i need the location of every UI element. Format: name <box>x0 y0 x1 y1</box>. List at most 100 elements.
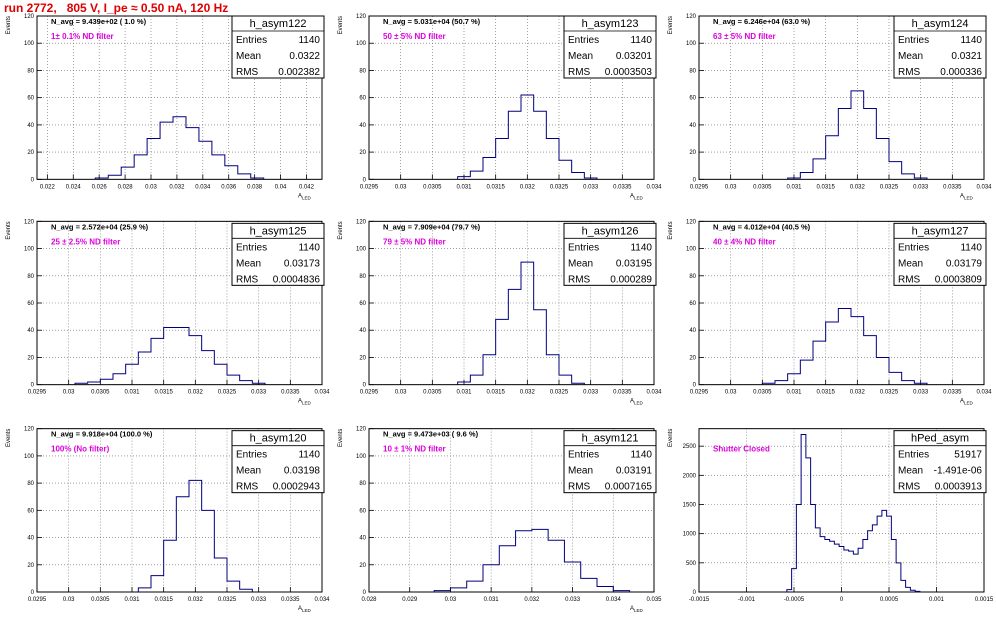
x-tick-label: 0.034 <box>646 184 662 190</box>
stats-value: 1140 <box>630 35 652 46</box>
stats-box: h_asym125 Entries 1140 Mean 0.03173 RMS 0.0004… <box>231 222 325 286</box>
y-tick-label: 0 <box>693 590 697 596</box>
y-tick-label: 80 <box>359 68 366 74</box>
filter-annotation: 10 ± 1% ND filter <box>383 445 446 454</box>
y-tick-label: 0 <box>31 177 35 183</box>
page-title: run 2772, 805 V, I_pe ≈ 0.50 nA, 120 Hz <box>4 1 229 15</box>
stats-box-title: h_asym121 <box>582 433 639 445</box>
stats-label: RMS <box>568 67 591 78</box>
stats-box: h_asym123 Entries 1140 Mean 0.03201 RMS 0.0003… <box>563 15 657 79</box>
x-tick-label: 0.028 <box>361 597 377 603</box>
y-tick-label: 100 <box>356 454 367 460</box>
x-tick-label: 0.034 <box>646 390 662 396</box>
stats-label: Entries <box>898 242 929 253</box>
x-tick-label: 0.033 <box>913 184 929 190</box>
stats-label: RMS <box>898 482 921 493</box>
x-tick-label: 0.0335 <box>281 390 300 396</box>
y-tick-label: 40 <box>27 123 34 129</box>
y-tick-label: 100 <box>356 41 367 47</box>
stats-box: h_asym126 Entries 1140 Mean 0.03195 RMS 0.0002… <box>563 222 657 286</box>
y-tick-label: 80 <box>359 481 366 487</box>
filter-annotation: 50 ± 5% ND filter <box>383 32 446 41</box>
stats-box-title: h_asym125 <box>250 225 307 237</box>
x-tick-label: 0.0325 <box>880 184 899 190</box>
x-tick-label: -0.0005 <box>784 597 805 603</box>
y-axis-title: Events <box>338 221 344 239</box>
stats-label: Mean <box>898 51 923 62</box>
y-tick-label: 40 <box>359 123 366 129</box>
x-tick-label: 0.03 <box>63 597 75 603</box>
stats-box: h_asym122 Entries 1140 Mean 0.0322 RMS 0.00238… <box>231 15 325 79</box>
histogram-summary-text: N_avg = 9.439e+02 ( 1.0 %) <box>51 17 147 26</box>
stats-value: 0.0003809 <box>935 274 983 285</box>
histogram-panel-h_asym121: 0.028 0.029 0.03 0.031 0.032 0.033 0.034 0.035 0… <box>338 427 662 613</box>
filter-annotation: 1± 0.1% ND filter <box>51 32 114 41</box>
stats-value: 0.0007165 <box>605 482 653 493</box>
y-axis-title: Events <box>6 16 12 34</box>
stats-value: 0.03201 <box>616 51 653 62</box>
y-tick-label: 40 <box>689 123 696 129</box>
x-tick-label: 0.034 <box>976 184 992 190</box>
stats-label: Entries <box>236 242 267 253</box>
stats-label: RMS <box>898 67 921 78</box>
x-tick-label: 0.032 <box>520 184 536 190</box>
x-axis-title: ALED <box>298 193 312 200</box>
x-tick-label: 0.034 <box>976 390 992 396</box>
stats-value: -1.491e-06 <box>934 466 983 477</box>
x-tick-label: 0.034 <box>195 184 211 190</box>
stats-value: 0.0003503 <box>605 67 653 78</box>
stats-value: 1140 <box>630 242 652 253</box>
stats-value: 0.03173 <box>284 258 321 269</box>
y-tick-label: 120 <box>356 219 367 225</box>
y-tick-label: 60 <box>27 508 34 514</box>
y-tick-label: 100 <box>356 247 367 253</box>
y-axis-title: Events <box>668 429 674 447</box>
filter-annotation: 79 ± 5% ND filter <box>383 237 446 246</box>
histogram-series-line <box>457 261 585 385</box>
y-tick-label: 40 <box>27 328 34 334</box>
x-tick-label: 0.0305 <box>753 390 772 396</box>
x-tick-label: 0.032 <box>169 184 185 190</box>
y-tick-label: 80 <box>27 68 34 74</box>
filter-annotation: 63 ± 5% ND filter <box>713 32 776 41</box>
y-tick-label: 0 <box>31 590 35 596</box>
stats-label: Mean <box>236 466 261 477</box>
x-axis-title: ALED <box>960 193 974 200</box>
x-tick-label: 0.0325 <box>218 390 237 396</box>
y-tick-label: 80 <box>359 274 366 280</box>
histogram-summary-text: N_avg = 9.918e+04 (100.0 %) <box>51 430 153 439</box>
stats-label: Mean <box>898 258 923 269</box>
histogram-series-line <box>457 94 598 180</box>
x-tick-label: 0.0315 <box>486 390 505 396</box>
stats-value: 1140 <box>960 35 982 46</box>
x-tick-label: 0.0005 <box>880 597 899 603</box>
stats-box: h_asym121 Entries 1140 Mean 0.03191 RMS 0.0007… <box>563 430 657 494</box>
x-tick-label: 0.042 <box>299 184 315 190</box>
y-tick-label: 120 <box>24 219 35 225</box>
stats-box-title: h_asym120 <box>250 433 307 445</box>
x-tick-label: 0.0325 <box>550 184 569 190</box>
x-tick-label: 0.032 <box>188 597 204 603</box>
y-tick-label: 20 <box>359 150 366 156</box>
x-tick-label: 0.0335 <box>943 390 962 396</box>
stats-label: Entries <box>236 450 267 461</box>
x-tick-label: 0.0325 <box>550 390 569 396</box>
stats-label: RMS <box>568 482 591 493</box>
x-tick-label: 0.033 <box>583 184 599 190</box>
histogram-panel-h_asym126: 0.0295 0.03 0.0305 0.031 0.0315 0.032 0.0325 0.… <box>338 219 662 405</box>
stats-box-frame <box>563 430 657 494</box>
y-axis-title: Events <box>668 221 674 239</box>
y-tick-label: 20 <box>27 150 34 156</box>
y-tick-label: 100 <box>686 41 697 47</box>
histogram-panel-h_asym127: 0.0295 0.03 0.0305 0.031 0.0315 0.032 0.0325 0.… <box>668 219 992 405</box>
x-tick-label: 0.0335 <box>281 597 300 603</box>
stats-value: 0.03191 <box>616 466 653 477</box>
histogram-summary-text: N_avg = 7.909e+04 (79.7 %) <box>383 222 481 231</box>
y-tick-label: 60 <box>359 508 366 514</box>
filter-annotation: 25 ± 2.5% ND filter <box>51 237 120 246</box>
stats-box: h_asym124 Entries 1140 Mean 0.0321 RMS 0.00033… <box>893 15 987 79</box>
x-tick-label: 0.033 <box>583 390 599 396</box>
x-axis-title: ALED <box>630 399 644 406</box>
y-tick-label: 80 <box>27 274 34 280</box>
